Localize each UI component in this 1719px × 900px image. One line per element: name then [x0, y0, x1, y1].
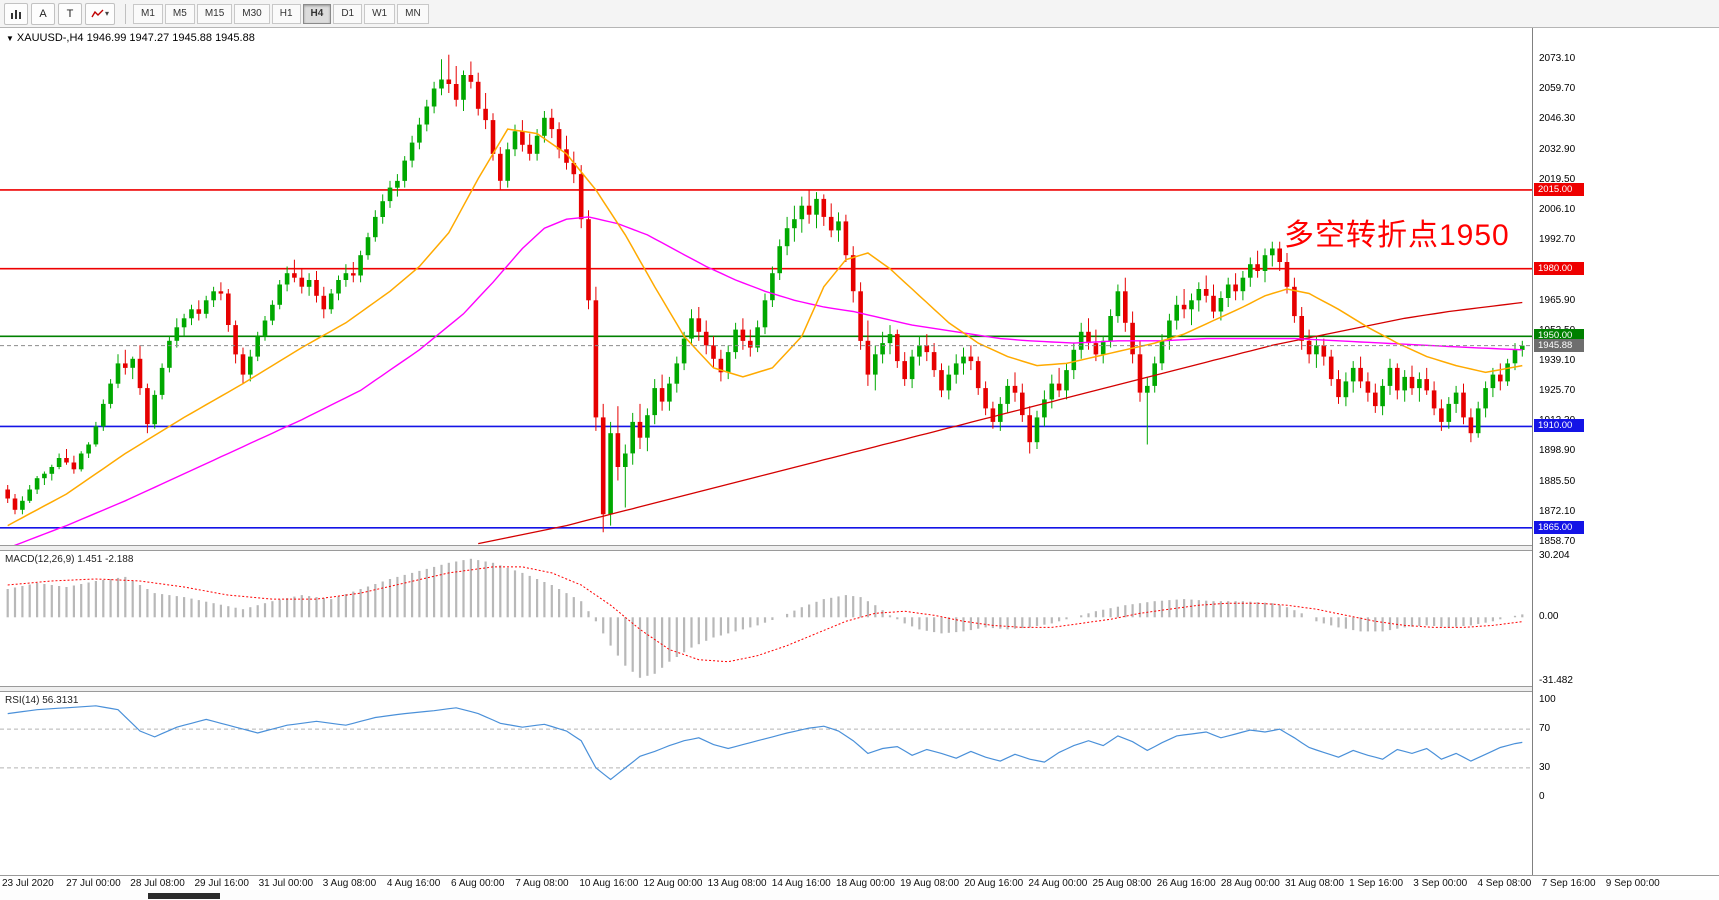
- rsi-name: RSI(14): [5, 695, 40, 706]
- toolbar: A T ▾ M1 M5 M15 M30 H1 H4 D1 W1 MN: [0, 0, 1719, 28]
- cursor-a-button[interactable]: A: [31, 2, 55, 25]
- time-tick-label: 3 Sep 00:00: [1413, 878, 1468, 889]
- price-tick-label: 2073.10: [1539, 53, 1576, 64]
- price-tick-label: 2019.50: [1539, 173, 1576, 185]
- main-chart-canvas[interactable]: [0, 28, 1532, 545]
- chart-annotation-text[interactable]: 多空转折点1950: [1284, 219, 1510, 252]
- price-axis[interactable]: 2073.10 2059.70 2046.30 2032.90 2019.50 2006.…: [1532, 28, 1719, 875]
- time-tick-label: 7 Sep 16:00: [1541, 878, 1596, 889]
- time-tick-label: 14 Aug 16:00: [771, 878, 831, 889]
- macd-name: MACD(12,26,9): [5, 554, 75, 565]
- chart-bars-icon: [11, 9, 21, 19]
- time-tick-label: 7 Aug 08:00: [515, 878, 569, 889]
- price-level-badge: 1865.00: [1534, 520, 1584, 534]
- time-tick-label: 28 Aug 00:00: [1220, 878, 1280, 889]
- timeframe-button-mn[interactable]: MN: [397, 3, 429, 24]
- text-tool-button[interactable]: T: [58, 2, 82, 25]
- time-tick-label: 24 Aug 00:00: [1028, 878, 1088, 889]
- timeframe-button-m30[interactable]: M30: [234, 3, 270, 24]
- price-tick-label: 2032.90: [1539, 143, 1576, 155]
- current-price-badge: 1945.88: [1534, 338, 1584, 352]
- time-tick-label: 4 Aug 16:00: [386, 878, 441, 889]
- time-tick-label: 12 Aug 00:00: [643, 878, 703, 889]
- time-tick-label: 6 Aug 00:00: [451, 878, 505, 889]
- price-tick-label: 2059.70: [1539, 83, 1576, 95]
- rsi-axis-label: 70: [1539, 723, 1551, 735]
- time-tick-label: 29 Jul 16:00: [194, 878, 249, 889]
- rsi-canvas[interactable]: [0, 692, 1532, 875]
- price-level-badge: 1910.00: [1534, 419, 1584, 433]
- price-tick-label: 1939.10: [1539, 354, 1576, 366]
- macd-label: MACD(12,26,9) 1.451 -2.188: [5, 554, 133, 565]
- time-tick-label: 31 Jul 00:00: [258, 878, 314, 889]
- rsi-axis-label: 100: [1539, 694, 1556, 705]
- price-level-badge: 1980.00: [1534, 261, 1584, 275]
- macd-signal-value: -2.188: [105, 554, 134, 565]
- time-tick-label: 20 Aug 16:00: [964, 878, 1024, 889]
- timeframe-button-m15[interactable]: M15: [196, 3, 233, 24]
- price-tick-label: 1992.70: [1539, 234, 1576, 246]
- price-tick-label: 1885.50: [1539, 475, 1576, 487]
- rsi-label: RSI(14) 56.3131: [5, 695, 78, 706]
- price-tick-label: 2046.30: [1539, 113, 1576, 125]
- toolbar-separator: [125, 3, 126, 24]
- price-tick-label: 1898.90: [1539, 445, 1576, 457]
- price-tick-label: 1858.70: [1539, 536, 1576, 547]
- time-tick-label: 27 Jul 00:00: [66, 878, 121, 889]
- time-tick-label: 26 Aug 16:00: [1156, 878, 1216, 889]
- price-tick-label: 1965.90: [1539, 294, 1576, 306]
- price-tick-label: 2006.10: [1539, 203, 1576, 215]
- indicators-dropdown-button[interactable]: ▾: [85, 2, 115, 25]
- indicator-zigzag-icon: [91, 9, 104, 17]
- time-tick-label: 31 Aug 08:00: [1285, 878, 1344, 889]
- time-tick-label: 13 Aug 08:00: [707, 878, 767, 889]
- chevron-down-icon: ▾: [104, 9, 109, 18]
- macd-canvas[interactable]: [0, 551, 1532, 686]
- time-tick-label: 19 Aug 08:00: [900, 878, 960, 889]
- symbol-ohlc: 1946.99 1947.27 1945.88 1945.88: [86, 32, 255, 44]
- rsi-axis-label: 30: [1539, 761, 1551, 773]
- time-axis[interactable]: 23 Jul 2020 27 Jul 00:00 28 Jul 08:00 29 Ju…: [0, 875, 1719, 890]
- timeframe-button-d1[interactable]: D1: [333, 3, 363, 24]
- time-tick-label: 3 Aug 08:00: [322, 878, 377, 889]
- price-tick-label: 1925.70: [1539, 385, 1576, 397]
- macd-main-value: 1.451: [77, 554, 103, 565]
- bottom-scroll-strip: [0, 890, 1719, 900]
- time-tick-label: 1 Sep 16:00: [1349, 878, 1404, 889]
- time-tick-label: 23 Jul 2020: [2, 878, 54, 889]
- symbol-info: ▼ XAUUSD-,H4 1946.99 1947.27 1945.88 1945…: [6, 32, 255, 44]
- price-tick-label: 1872.10: [1539, 505, 1576, 517]
- price-level-badge: 2015.00: [1534, 182, 1584, 196]
- symbol-name: XAUUSD-,H4: [16, 32, 84, 44]
- triangle-down-icon: ▼: [6, 34, 14, 43]
- pane-separator-macd[interactable]: [0, 545, 1719, 551]
- macd-axis-label: 30.204: [1539, 550, 1570, 562]
- time-tick-label: 25 Aug 08:00: [1092, 878, 1152, 889]
- time-tick-label: 4 Sep 08:00: [1477, 878, 1532, 889]
- chart-bars-button[interactable]: [4, 2, 28, 25]
- macd-axis-label: -31.482: [1539, 674, 1573, 686]
- rsi-value: 56.3131: [42, 695, 79, 706]
- chart-root: ▼ XAUUSD-,H4 1946.99 1947.27 1945.88 1945…: [0, 28, 1719, 900]
- timeframe-group: M1 M5 M15 M30 H1 H4 D1 W1 MN: [133, 3, 431, 24]
- horizontal-scrollbar-thumb[interactable]: [148, 893, 220, 899]
- timeframe-button-h4[interactable]: H4: [302, 3, 332, 24]
- timeframe-button-w1[interactable]: W1: [364, 3, 396, 24]
- rsi-axis-label: 0: [1539, 791, 1545, 802]
- timeframe-button-m1[interactable]: M1: [133, 3, 163, 24]
- timeframe-button-m5[interactable]: M5: [164, 3, 195, 24]
- time-tick-label: 9 Sep 00:00: [1605, 878, 1660, 889]
- timeframe-button-h1[interactable]: H1: [271, 3, 301, 24]
- time-tick-label: 28 Jul 08:00: [130, 878, 185, 889]
- time-tick-label: 18 Aug 00:00: [835, 878, 895, 889]
- time-tick-label: 10 Aug 16:00: [579, 878, 639, 889]
- macd-axis-label: 0.00: [1539, 611, 1559, 623]
- pane-separator-rsi[interactable]: [0, 686, 1719, 692]
